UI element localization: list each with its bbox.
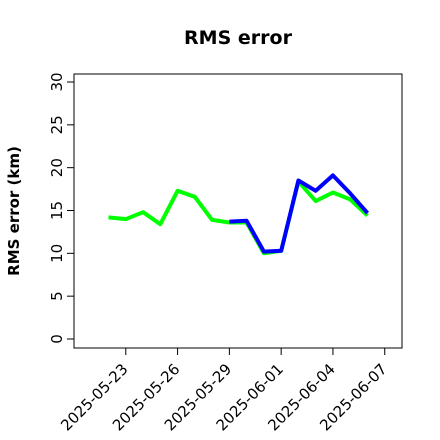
- plot-frame: [73, 73, 403, 349]
- y-tick-label: 0: [48, 334, 66, 344]
- y-tick-label: 20: [48, 158, 66, 177]
- y-tick-label: 30: [48, 72, 66, 91]
- series-lines: [108, 173, 370, 256]
- y-tick-label: 10: [48, 244, 66, 263]
- y-tick-label: 25: [48, 115, 66, 134]
- series-1-line: [108, 179, 369, 256]
- y-tick-label: 5: [48, 291, 66, 301]
- y-axis-label: RMS error (km): [5, 146, 23, 276]
- x-axis: 2025-05-232025-05-262025-05-292025-06-01…: [57, 347, 391, 434]
- chart-title: RMS error: [184, 27, 293, 49]
- series-2-line: [229, 173, 370, 254]
- y-tick-label: 15: [48, 201, 66, 220]
- y-axis: 0 5 10 15 20 25 30: [48, 72, 75, 344]
